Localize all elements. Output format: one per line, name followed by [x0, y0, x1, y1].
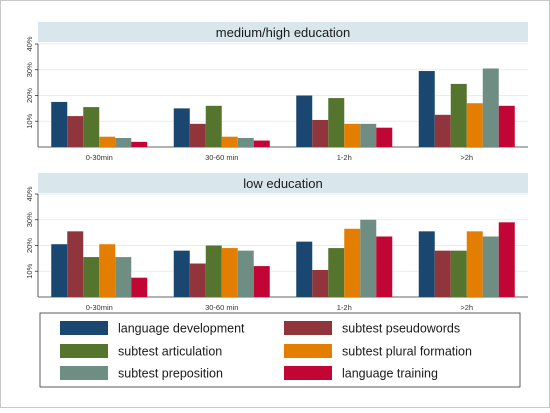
legend-swatch [284, 366, 332, 380]
bar-subtest-plural-formation-3 [344, 123, 361, 147]
bar-language-training-1 [131, 141, 148, 147]
legend-label: subtest articulation [118, 345, 222, 359]
bar-subtest-plural-formation-1 [99, 244, 116, 297]
bar-subtest-preposition-2 [237, 250, 254, 297]
bar-language-training-4 [498, 105, 515, 147]
legend-label: subtest plural formation [342, 345, 472, 359]
y-tick-label: 40% [25, 36, 34, 51]
bar-subtest-pseudowords-2 [189, 123, 206, 147]
legend-swatch [60, 366, 108, 380]
bar-subtest-plural-formation-3 [344, 228, 361, 297]
y-tick-label: 20% [25, 88, 34, 103]
bar-language-development-3 [296, 241, 313, 297]
bar-language-development-3 [296, 95, 313, 147]
legend-swatch [284, 344, 332, 358]
bar-subtest-articulation-2 [205, 245, 222, 297]
bar-language-development-2 [173, 108, 190, 147]
y-tick-label: 10% [25, 113, 34, 128]
bar-subtest-plural-formation-4 [466, 103, 483, 147]
bar-language-training-3 [376, 236, 393, 297]
bar-subtest-preposition-4 [482, 68, 499, 147]
x-tick-label: 30-60 min [205, 303, 238, 312]
bar-subtest-pseudowords-3 [312, 269, 329, 297]
bar-subtest-articulation-2 [205, 105, 222, 147]
y-tick-label: 40% [25, 186, 34, 201]
panel-title-strip [38, 173, 528, 193]
legend-box [39, 312, 521, 388]
bar-subtest-articulation-4 [450, 83, 467, 147]
bar-subtest-pseudowords-1 [67, 116, 84, 147]
legend-swatch [60, 344, 108, 358]
bar-subtest-preposition-1 [115, 137, 132, 147]
bar-language-training-2 [253, 266, 270, 297]
bar-subtest-preposition-3 [360, 219, 377, 297]
legend-label: language training [342, 367, 438, 381]
x-tick-label: 30-60 min [205, 153, 238, 162]
bar-subtest-plural-formation-2 [221, 136, 238, 147]
bar-subtest-pseudowords-2 [189, 263, 206, 297]
bar-subtest-articulation-3 [328, 248, 345, 297]
bar-subtest-preposition-3 [360, 123, 377, 147]
bar-language-development-4 [418, 231, 435, 297]
panel-title: medium/high education [216, 25, 350, 40]
bar-subtest-preposition-4 [482, 236, 499, 297]
bar-language-training-2 [253, 140, 270, 147]
bar-language-training-3 [376, 127, 393, 147]
y-tick-label: 30% [25, 62, 34, 77]
bar-subtest-articulation-1 [83, 257, 100, 297]
bar-language-development-2 [173, 250, 190, 297]
chart-panel-2: low education 10% 20% 30% 40% 0-30min 30-60 mi… [25, 173, 528, 312]
x-tick-label: 1-2h [337, 153, 352, 162]
chart-panel-1: medium/high education 10% 20% 30% 40% 0-30min… [25, 22, 528, 162]
x-tick-label: >2h [460, 153, 473, 162]
bar-subtest-articulation-4 [450, 250, 467, 297]
y-tick-label: 30% [25, 212, 34, 227]
bar-subtest-preposition-1 [115, 257, 132, 297]
legend-label: subtest pseudowords [342, 322, 460, 336]
bar-subtest-articulation-1 [83, 107, 100, 147]
bar-subtest-pseudowords-4 [434, 250, 451, 297]
bar-subtest-pseudowords-3 [312, 119, 329, 147]
x-tick-label: 0-30min [86, 153, 113, 162]
bar-language-development-4 [418, 71, 435, 147]
bar-subtest-plural-formation-4 [466, 231, 483, 297]
bar-subtest-plural-formation-2 [221, 248, 238, 297]
bar-subtest-articulation-3 [328, 98, 345, 147]
bar-language-training-4 [498, 222, 515, 297]
bar-subtest-preposition-2 [237, 137, 254, 147]
legend-swatch [284, 321, 332, 335]
bar-language-development-1 [51, 101, 68, 147]
bar-subtest-pseudowords-4 [434, 114, 451, 147]
y-tick-label: 10% [25, 263, 34, 278]
legend-swatch [60, 321, 108, 335]
bar-subtest-pseudowords-1 [67, 231, 84, 297]
legend-label: subtest preposition [118, 367, 223, 381]
panel-title-strip [38, 22, 528, 42]
x-tick-label: 0-30min [86, 303, 113, 312]
legend-label: language development [118, 322, 245, 336]
bar-language-training-1 [131, 277, 148, 297]
x-tick-label: >2h [460, 303, 473, 312]
panel-title: low education [243, 176, 323, 191]
y-tick-label: 20% [25, 238, 34, 253]
bar-language-development-1 [51, 244, 68, 297]
bar-subtest-plural-formation-1 [99, 136, 116, 147]
x-tick-label: 1-2h [337, 303, 352, 312]
